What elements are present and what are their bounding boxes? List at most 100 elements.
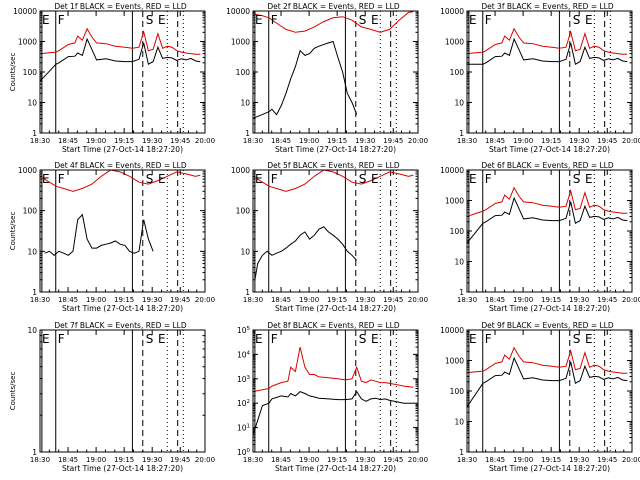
series-lld <box>467 346 628 374</box>
panel-title: Det 8f BLACK = Events, RED = LLD <box>267 321 400 330</box>
y-tick-label: 100 <box>236 68 251 77</box>
y-tick-label: 1000 <box>231 38 250 47</box>
y-tick-label: 101 <box>237 424 250 433</box>
panel-title: Det 1f BLACK = Events, RED = LLD <box>54 2 187 11</box>
series-lld <box>253 170 414 192</box>
y-tick-label: 100 <box>450 227 465 236</box>
plot-frame <box>466 329 633 453</box>
x-tick-label: 18:45 <box>271 137 291 145</box>
x-tick-label: 19:30 <box>569 456 589 464</box>
panel-title: Det 5f BLACK = Events, RED = LLD <box>267 161 400 170</box>
series-events <box>254 226 358 280</box>
x-tick-label: 18:30 <box>457 296 477 304</box>
panel-title: Det 9f BLACK = Events, RED = LLD <box>481 321 614 330</box>
marker-label: E <box>158 332 166 346</box>
x-tick-label: 19:30 <box>142 296 162 304</box>
x-tick-label: 19:00 <box>86 456 106 464</box>
y-tick-label: 10000 <box>13 7 37 16</box>
x-tick-label: 18:30 <box>243 456 263 464</box>
event-markers <box>41 330 184 452</box>
y-tick-label: 100 <box>237 448 251 457</box>
x-tick-label: 18:30 <box>30 296 50 304</box>
x-tick-label: 19:00 <box>513 137 533 145</box>
x-axis-label: Start Time (27-Oct-14 18:27:20) <box>275 464 396 473</box>
x-tick-label: 18:45 <box>485 137 505 145</box>
x-tick-label: 18:45 <box>58 137 78 145</box>
series-lld <box>40 27 201 55</box>
x-axis-label: Start Time (27-Oct-14 18:27:20) <box>62 304 183 313</box>
plot-frame <box>466 169 633 293</box>
y-tick-label: 1 <box>245 129 250 138</box>
plot-frame <box>252 169 419 293</box>
x-tick-label: 18:45 <box>271 296 291 304</box>
y-tick-label: 10000 <box>226 7 250 16</box>
marker-label: S <box>573 13 581 27</box>
marker-label: S <box>573 172 581 186</box>
x-tick-label: 19:15 <box>541 456 561 464</box>
series-events <box>40 37 201 82</box>
event-markers <box>41 170 184 292</box>
marker-label: E <box>371 13 379 27</box>
x-tick-label: 19:00 <box>299 137 319 145</box>
x-tick-label: 19:45 <box>383 456 403 464</box>
series-lld <box>467 27 628 55</box>
y-tick-label: 1000 <box>445 38 464 47</box>
marker-label: E <box>371 172 379 186</box>
x-tick-label: 19:45 <box>383 137 403 145</box>
x-tick-label: 18:45 <box>271 456 291 464</box>
x-tick-label: 19:30 <box>142 456 162 464</box>
marker-label: S <box>146 13 154 27</box>
x-axis-label: Start Time (27-Oct-14 18:27:20) <box>489 145 610 154</box>
y-tick-label: 10000 <box>440 326 464 335</box>
y-tick-label: 10 <box>454 99 464 108</box>
marker-label: F <box>271 332 278 346</box>
marker-label: F <box>271 172 278 186</box>
y-tick-label: 100 <box>23 68 38 77</box>
y-tick-label: 1000 <box>231 166 250 175</box>
event-markers <box>468 170 611 292</box>
x-tick-label: 20:00 <box>408 296 428 304</box>
x-tick-label: 19:15 <box>327 456 347 464</box>
x-tick-label: 19:15 <box>114 456 134 464</box>
x-tick-label: 20:00 <box>195 137 215 145</box>
x-tick-label: 18:45 <box>58 456 78 464</box>
x-tick-label: 19:00 <box>513 296 533 304</box>
x-tick-label: 19:45 <box>170 456 190 464</box>
y-tick-label: 1 <box>245 288 250 297</box>
marker-label: F <box>485 13 492 27</box>
x-tick-label: 19:15 <box>327 296 347 304</box>
y-tick-label: 104 <box>237 350 251 359</box>
x-tick-label: 19:45 <box>170 296 190 304</box>
marker-label: S <box>359 13 367 27</box>
y-tick-label: 10 <box>454 418 464 427</box>
y-tick-label: 10 <box>240 99 250 108</box>
y-tick-label: 10 <box>27 326 37 335</box>
plot-frame <box>39 10 206 134</box>
x-tick-label: 20:00 <box>195 456 215 464</box>
y-tick-label: 1 <box>459 448 464 457</box>
x-tick-label: 19:45 <box>597 456 617 464</box>
x-tick-label: 19:30 <box>569 296 589 304</box>
marker-label: E <box>371 332 379 346</box>
x-tick-label: 18:30 <box>243 137 263 145</box>
marker-label: S <box>573 332 581 346</box>
x-tick-label: 18:30 <box>457 137 477 145</box>
x-tick-label: 19:30 <box>569 137 589 145</box>
y-tick-label: 1000 <box>445 357 464 366</box>
y-tick-label: 1 <box>32 288 37 297</box>
y-tick-label: 100 <box>23 207 38 216</box>
x-tick-label: 19:30 <box>355 296 375 304</box>
x-tick-label: 19:00 <box>299 456 319 464</box>
x-tick-label: 19:00 <box>513 456 533 464</box>
marker-label: F <box>58 172 65 186</box>
x-tick-label: 19:00 <box>299 296 319 304</box>
x-tick-label: 19:15 <box>114 296 134 304</box>
y-tick-label: 103 <box>237 375 251 384</box>
